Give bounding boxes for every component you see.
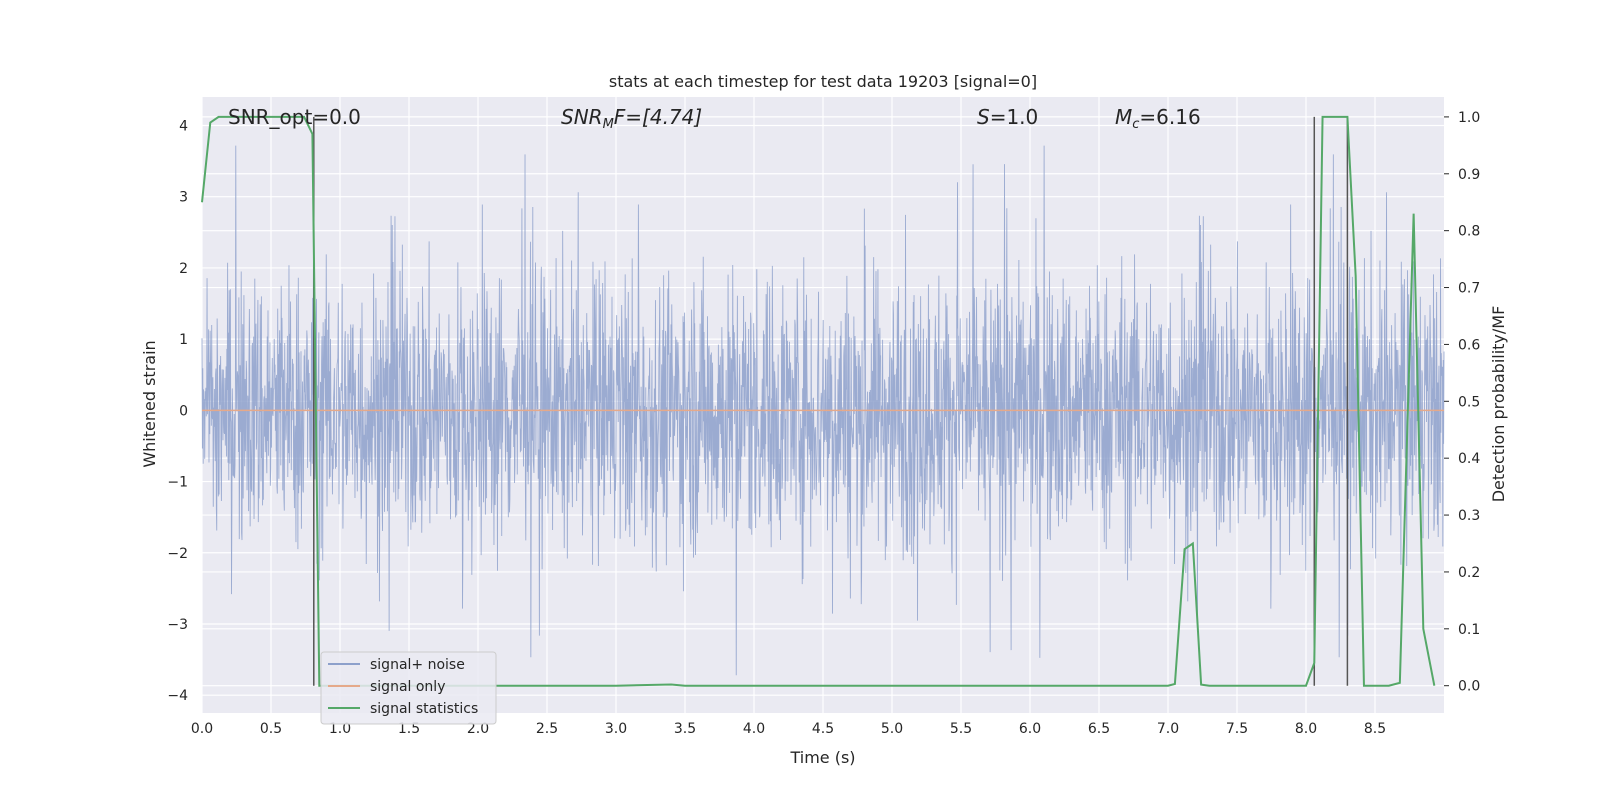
y-right-tick-label: 0.5: [1458, 394, 1480, 410]
x-tick-label: 0.5: [260, 721, 282, 737]
y-tick-label: −2: [167, 546, 188, 562]
x-tick-label: 1.5: [398, 721, 420, 737]
legend-label-signal-noise: signal+ noise: [370, 657, 465, 673]
legend-label-signal-statistics: signal statistics: [370, 701, 478, 717]
y-tick-label: −1: [167, 475, 188, 491]
y-axis-label: Whitened strain: [140, 340, 159, 467]
y-tick-label: 3: [179, 190, 188, 206]
x-tick-label: 5.5: [950, 721, 972, 737]
legend-box: [320, 651, 497, 725]
x-tick-label: 1.0: [329, 721, 351, 737]
signal-statistics-line: [201, 115, 1436, 687]
legend-label-signal-only: signal only: [370, 679, 445, 695]
y-right-tick-label: 0.1: [1458, 622, 1480, 638]
annotation-mc: Mc=6.16: [1115, 105, 1201, 132]
y-tick-label: −4: [167, 688, 188, 704]
y-right-tick-label: 0.2: [1458, 565, 1480, 581]
x-tick-label: 2.0: [467, 721, 489, 737]
x-tick-label: 4.0: [743, 721, 765, 737]
y-right-tick-label: 0.9: [1458, 167, 1480, 183]
y-right-tick-label: 0.3: [1458, 508, 1480, 524]
y-tick-label: 4: [179, 118, 188, 134]
x-tick-label: 5.0: [881, 721, 903, 737]
annotation-snr-mf: SNRMF=[4.74]: [561, 105, 702, 132]
y-right-tick-label: 0.4: [1458, 451, 1480, 467]
y-right-tick-label: 0.6: [1458, 337, 1480, 353]
legend: signal+ noise signal only signal statist…: [320, 651, 497, 725]
x-tick-label: 7.5: [1226, 721, 1248, 737]
chart-title: stats at each timestep for test data 192…: [609, 72, 1037, 91]
annotation-s: S=1.0: [977, 105, 1038, 129]
x-tick-label: 3.5: [674, 721, 696, 737]
y-right-tick-label: 0.7: [1458, 281, 1480, 297]
annotation-snr-opt: SNR_opt=0.0: [228, 105, 361, 129]
x-tick-label: 8.5: [1364, 721, 1386, 737]
x-tick-label: 0.0: [191, 721, 213, 737]
y-tick-label: 0: [179, 403, 188, 419]
noise-trace: [201, 145, 1445, 676]
series-signal-noise: [201, 145, 1445, 676]
y-tick-label: 2: [179, 261, 188, 277]
x-tick-label: 3.0: [605, 721, 627, 737]
y-right-tick-label: 0.0: [1458, 679, 1480, 695]
tick-labels: 0.0 0.5 1.0 1.5 2.0 2.5 3.0 3.5 4.0 4.5 5.0 5.5 6.0 6…: [167, 110, 1480, 737]
y-tick-label: −3: [167, 617, 188, 633]
y-axis-label-right: Detection probability/MF: [1489, 306, 1508, 503]
x-axis-label: Time (s): [789, 748, 855, 767]
x-tick-label: 4.5: [812, 721, 834, 737]
y-right-tick-label: 1.0: [1458, 110, 1480, 126]
series-signal-statistics: [201, 115, 1436, 687]
y-right-tick-label: 0.8: [1458, 224, 1480, 240]
x-tick-label: 6.0: [1019, 721, 1041, 737]
x-tick-label: 6.5: [1088, 721, 1110, 737]
x-tick-label: 8.0: [1295, 721, 1317, 737]
x-tick-label: 2.5: [536, 721, 558, 737]
x-tick-label: 7.0: [1157, 721, 1179, 737]
y-tick-label: 1: [179, 332, 188, 348]
